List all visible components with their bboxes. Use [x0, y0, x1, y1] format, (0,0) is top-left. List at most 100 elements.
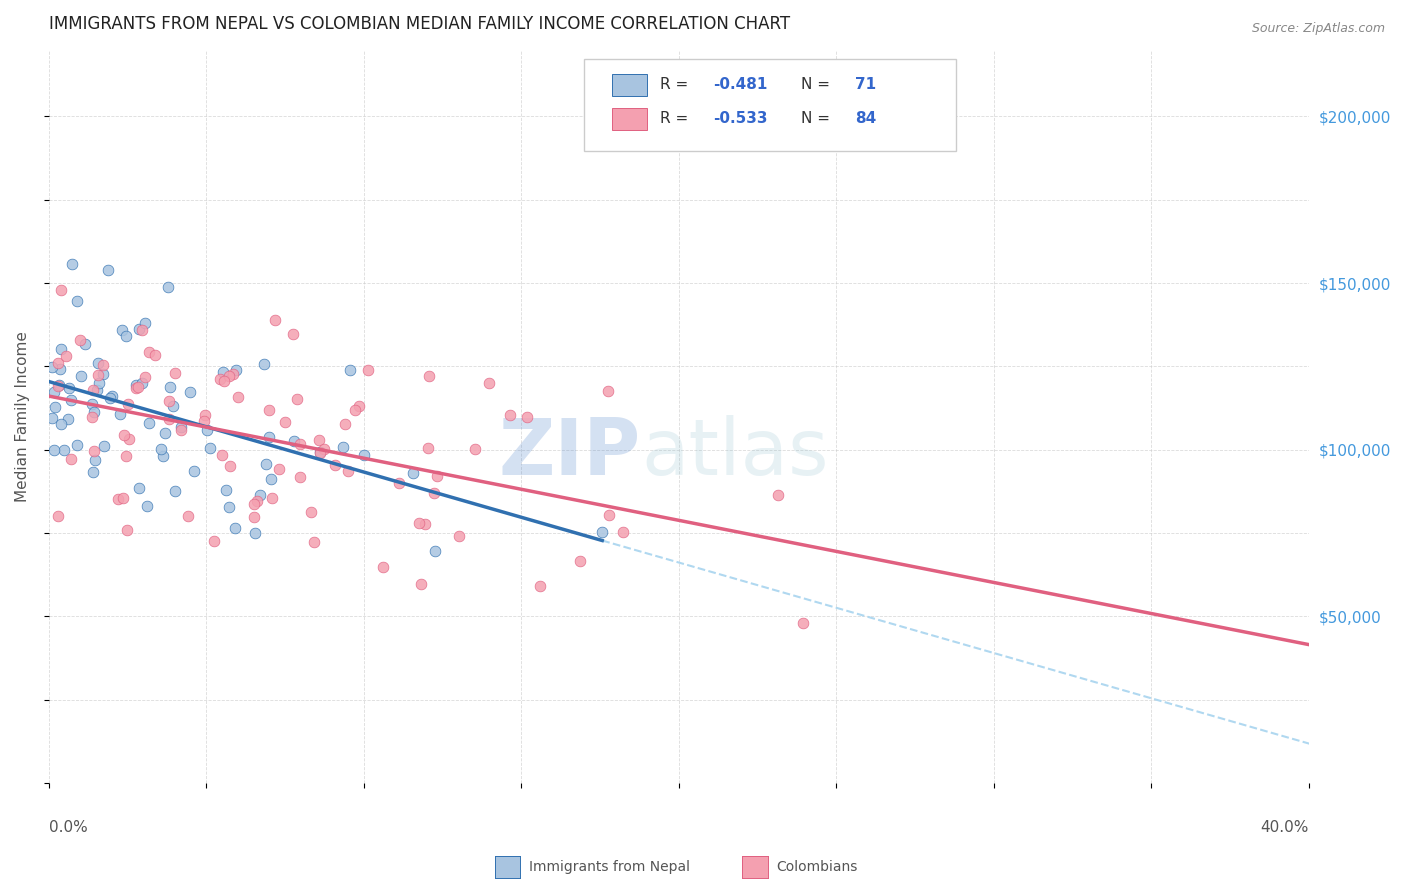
Point	[290, 470, 312, 484]
Point	[107, 491, 129, 506]
Point	[117, 397, 139, 411]
Point	[529, 579, 551, 593]
Point	[87, 368, 110, 383]
Point	[283, 434, 305, 448]
Point	[260, 472, 283, 486]
Point	[89, 376, 111, 391]
Point	[83, 443, 105, 458]
Y-axis label: Median Family Income: Median Family Income	[15, 331, 30, 502]
Point	[83, 405, 105, 419]
Point	[46, 356, 69, 370]
Point	[193, 414, 215, 428]
Point	[337, 464, 360, 478]
Point	[152, 449, 174, 463]
Point	[267, 462, 290, 476]
Point	[285, 392, 308, 407]
Point	[55, 349, 77, 363]
Point	[343, 403, 366, 417]
Point	[413, 516, 436, 531]
Point	[183, 464, 205, 478]
Point	[198, 441, 221, 455]
Point	[157, 393, 180, 408]
Point	[222, 367, 245, 381]
Point	[418, 368, 440, 383]
Point	[273, 415, 295, 429]
Text: atlas: atlas	[641, 415, 828, 491]
Point	[111, 323, 134, 337]
Text: 71: 71	[855, 77, 876, 92]
Point	[195, 423, 218, 437]
Point	[612, 524, 634, 539]
Text: Colombians: Colombians	[776, 860, 858, 874]
Point	[80, 409, 103, 424]
Point	[347, 399, 370, 413]
Point	[426, 469, 449, 483]
Point	[97, 262, 120, 277]
Point	[82, 465, 104, 479]
Point	[423, 543, 446, 558]
Point	[219, 458, 242, 473]
FancyBboxPatch shape	[612, 109, 647, 130]
Point	[162, 399, 184, 413]
Point	[193, 408, 215, 422]
Point	[60, 392, 83, 407]
Point	[150, 442, 173, 456]
Point	[49, 417, 72, 431]
Point	[48, 377, 70, 392]
Point	[478, 376, 501, 390]
Point	[408, 516, 430, 531]
Point	[598, 508, 620, 522]
Point	[179, 384, 201, 399]
Point	[69, 369, 91, 384]
Point	[111, 491, 134, 505]
Point	[165, 366, 187, 380]
FancyBboxPatch shape	[612, 74, 647, 96]
Point	[249, 488, 271, 502]
Point	[339, 363, 361, 377]
Text: 84: 84	[855, 112, 876, 127]
Point	[100, 389, 122, 403]
Point	[128, 481, 150, 495]
Text: N =: N =	[801, 112, 835, 127]
Point	[134, 317, 156, 331]
Point	[254, 457, 277, 471]
Point	[499, 408, 522, 422]
Point	[401, 466, 423, 480]
Point	[449, 528, 471, 542]
Text: 0.0%: 0.0%	[49, 820, 87, 835]
Point	[98, 392, 121, 406]
Text: R =: R =	[659, 77, 693, 92]
Point	[46, 508, 69, 523]
Point	[243, 509, 266, 524]
FancyBboxPatch shape	[585, 60, 956, 151]
Point	[591, 525, 613, 540]
Point	[41, 359, 63, 374]
Point	[127, 380, 149, 394]
Point	[56, 412, 79, 426]
Point	[353, 448, 375, 462]
Point	[60, 257, 83, 271]
Point	[357, 363, 380, 377]
Point	[211, 448, 233, 462]
Point	[86, 383, 108, 397]
Text: -0.481: -0.481	[713, 77, 768, 92]
Point	[212, 374, 235, 388]
Point	[75, 337, 97, 351]
Point	[312, 442, 335, 456]
Point	[41, 411, 63, 425]
Point	[49, 342, 72, 356]
Point	[143, 348, 166, 362]
Point	[153, 426, 176, 441]
Point	[51, 283, 73, 297]
Point	[211, 365, 233, 379]
Point	[243, 497, 266, 511]
Point	[82, 384, 104, 398]
Point	[66, 438, 89, 452]
Point	[134, 369, 156, 384]
Text: Source: ZipAtlas.com: Source: ZipAtlas.com	[1251, 22, 1385, 36]
Point	[46, 379, 69, 393]
Point	[53, 442, 76, 457]
Point	[170, 423, 193, 437]
Point	[388, 475, 411, 490]
Point	[138, 345, 160, 359]
